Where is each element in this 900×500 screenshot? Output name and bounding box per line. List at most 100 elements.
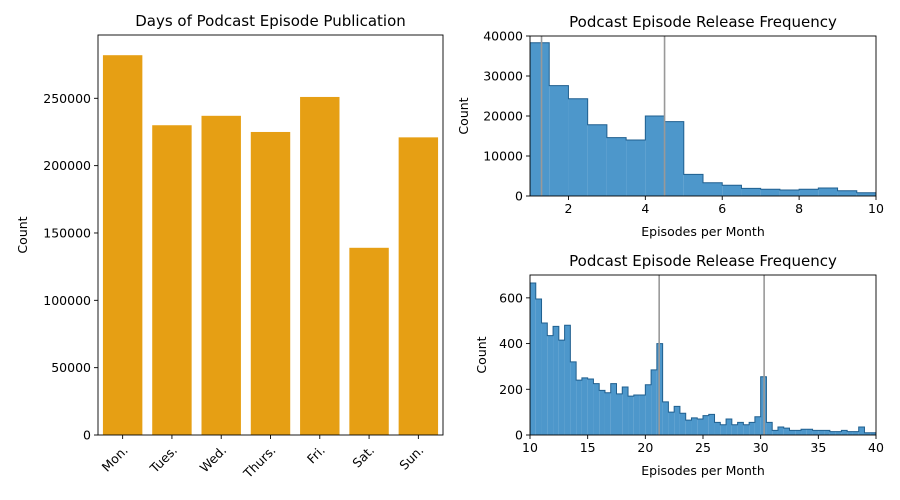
- histogram-bin: [639, 395, 646, 435]
- chart-title: Podcast Episode Release Frequency: [569, 13, 837, 31]
- y-tick-label: 100000: [43, 293, 91, 308]
- histogram-bin: [581, 377, 588, 435]
- x-tick-label: Sun.: [396, 443, 426, 473]
- histogram-bin: [818, 430, 825, 435]
- x-tick-label: 8: [795, 201, 803, 216]
- bar: [152, 125, 192, 435]
- histogram-bin: [547, 335, 554, 435]
- histogram-bin: [604, 392, 611, 435]
- y-axis-label: Count: [15, 216, 30, 253]
- x-axis-label: Episodes per Month: [641, 224, 765, 239]
- histogram-bin: [616, 393, 623, 435]
- histogram-bin: [835, 431, 842, 435]
- histogram-bin: [858, 427, 865, 435]
- bar: [349, 247, 389, 435]
- histogram-bin: [622, 387, 629, 435]
- bar: [102, 55, 143, 435]
- bar: [250, 131, 291, 435]
- y-tick-label: 250000: [43, 91, 91, 106]
- histogram-bin: [795, 430, 802, 435]
- x-tick-label: 6: [718, 201, 726, 216]
- y-tick-label: 10000: [483, 149, 523, 164]
- histogram-bin: [777, 427, 784, 435]
- x-tick-label: 25: [695, 440, 711, 455]
- histogram-bin: [779, 190, 800, 196]
- y-axis-label: Count: [456, 97, 471, 134]
- histogram-bin: [806, 429, 813, 435]
- chart-panel-histogram-1: 0 10000 20000 30000 40000 2 4 6 8 10 Podcast Episo…: [456, 13, 884, 239]
- x-tick-label: Wed.: [197, 443, 230, 476]
- histogram-bin: [553, 326, 559, 435]
- histogram-bin: [852, 431, 859, 435]
- histogram-bin: [703, 415, 709, 435]
- histogram-bin: [760, 189, 780, 196]
- histogram-bin: [535, 299, 542, 435]
- histogram-bin: [766, 422, 773, 435]
- histogram-outline: [530, 282, 876, 435]
- y-tick-label: 600: [499, 290, 523, 305]
- histogram-bin: [626, 140, 646, 196]
- histogram-bin: [720, 424, 727, 435]
- histogram-bin: [664, 121, 684, 196]
- x-tick-label: Mon.: [99, 443, 131, 475]
- histogram-bin: [864, 432, 871, 435]
- x-tick-label: Thurs.: [240, 443, 279, 482]
- x-tick-label: Sat.: [349, 443, 377, 471]
- histogram-bin: [549, 85, 569, 196]
- histogram-bin: [685, 420, 692, 435]
- histogram-bin: [749, 422, 755, 435]
- x-tick-label: 4: [641, 201, 649, 216]
- histogram-bin: [587, 379, 594, 435]
- histogram-bin: [837, 190, 857, 196]
- histogram-bin: [799, 189, 819, 196]
- histogram-bin: [558, 340, 565, 435]
- y-tick-label: 200: [499, 382, 523, 397]
- histogram-bin: [679, 413, 686, 435]
- chart-panel-histogram-2: 0 200 400 600 10 15 20 25 30 35 40 Podcast Episode …: [474, 252, 884, 478]
- histogram-bin: [576, 380, 582, 435]
- histogram-bin: [731, 424, 738, 435]
- histogram-bin: [683, 174, 703, 196]
- histogram-bin: [697, 419, 703, 435]
- x-tick-label: 30: [753, 440, 769, 455]
- histogram-bin: [714, 422, 721, 435]
- histogram-bin: [870, 432, 876, 435]
- histogram-bin: [570, 361, 577, 435]
- histogram-bin: [587, 124, 607, 196]
- histogram-bin: [726, 419, 732, 435]
- histogram-bin: [593, 383, 600, 435]
- x-tick-label: Fri.: [304, 443, 328, 467]
- y-tick-label: 20000: [483, 109, 523, 124]
- histogram-bin: [741, 188, 761, 196]
- y-tick-label: 200000: [43, 158, 91, 173]
- histogram-bin: [737, 422, 744, 435]
- histogram-bin: [824, 430, 830, 435]
- histogram-outline: [530, 42, 876, 196]
- histogram-bin: [645, 384, 652, 435]
- histogram-bin: [783, 428, 790, 435]
- histogram-bin: [801, 429, 807, 435]
- histogram-bin: [691, 417, 698, 435]
- y-tick-label: 0: [515, 428, 523, 443]
- histogram-bin: [818, 188, 838, 196]
- histogram-bin: [645, 116, 665, 196]
- x-tick-label: 10: [522, 440, 538, 455]
- histogram-bin: [610, 383, 617, 435]
- histogram-bin: [722, 185, 742, 196]
- y-tick-label: 150000: [43, 225, 91, 240]
- histogram-bin: [628, 396, 634, 435]
- histogram-bin: [606, 137, 627, 196]
- histogram-bin: [829, 431, 836, 435]
- bar: [300, 96, 340, 435]
- x-tick-label: 15: [580, 440, 596, 455]
- histogram-bin: [668, 412, 675, 435]
- y-axis-label: Count: [474, 336, 489, 373]
- y-tick-label: 0: [83, 428, 91, 443]
- histogram-bin: [651, 369, 657, 435]
- bar: [398, 137, 439, 435]
- histogram-bin: [541, 323, 548, 435]
- histogram-bin: [847, 431, 853, 435]
- histogram-bin: [812, 430, 819, 435]
- x-tick-label: 40: [868, 440, 884, 455]
